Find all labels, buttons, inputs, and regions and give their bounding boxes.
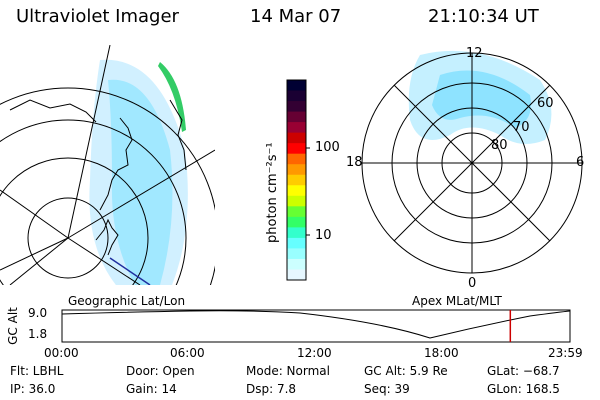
colorbar-frame: [286, 79, 307, 281]
geographic-label: Geographic Lat/Lon: [68, 294, 186, 308]
colorbar-segment: [287, 111, 306, 123]
mlt-label-right: 6: [576, 155, 585, 170]
gain-info: Gain: 14: [126, 382, 177, 396]
colorbar-tick-100: 100: [315, 140, 340, 155]
altitude-curve: [61, 310, 571, 339]
colorbar-tick-10: 10: [315, 228, 332, 243]
colorbar-segment: [287, 143, 306, 155]
geo-aurora-band: [108, 79, 173, 285]
door-info: Door: Open: [126, 364, 195, 378]
observation-date: 14 Mar 07: [250, 6, 342, 27]
geo-coastline: [9, 99, 187, 256]
gc-alt-info: GC Alt: 5.9 Re: [364, 364, 448, 378]
time-tick-0: 00:00: [44, 346, 79, 360]
time-tick-4: 23:59: [548, 346, 583, 360]
glat-info: GLat: −68.7: [487, 364, 560, 378]
apex-label: Apex MLat/MLT: [412, 294, 502, 308]
colorbar-segment: [287, 90, 306, 102]
colorbar-units: photon cm⁻²s⁻¹: [265, 142, 280, 243]
mlt-label-top: 12: [466, 46, 483, 61]
mlat-label-80: 80: [491, 138, 508, 153]
mode-info: Mode: Normal: [246, 364, 330, 378]
altitude-tick-high: 9.0: [28, 306, 48, 320]
instrument-title: Ultraviolet Imager: [16, 6, 179, 27]
time-tick-1: 06:00: [170, 346, 205, 360]
time-tick-3: 18:00: [424, 346, 459, 360]
colorbar-segment: [287, 216, 306, 228]
altitude-timeline-panel: [61, 309, 571, 343]
colorbar-segment: [287, 174, 306, 186]
colorbar: [286, 79, 307, 281]
colorbar-segment: [287, 80, 306, 92]
colorbar-segment: [287, 195, 306, 207]
colorbar-segment: [287, 206, 306, 218]
colorbar-segment: [287, 248, 306, 260]
time-tick-2: 12:00: [297, 346, 332, 360]
colorbar-segment: [287, 132, 306, 144]
dsp-info: Dsp: 7.8: [246, 382, 297, 396]
colorbar-segment: [287, 269, 306, 281]
colorbar-segment: [287, 101, 306, 113]
colorbar-segment: [287, 122, 306, 134]
altitude-tick-low: 1.8: [28, 327, 48, 341]
colorbar-segment: [287, 227, 306, 239]
observation-time: 21:10:34 UT: [428, 6, 539, 27]
seq-info: Seq: 39: [364, 382, 410, 396]
filter-info: Flt: LBHL: [10, 364, 64, 378]
ip-info: IP: 36.0: [10, 382, 56, 396]
mlt-label-left: 18: [346, 155, 363, 170]
polar-mlat-mlt-plot: [361, 50, 583, 274]
colorbar-segment: [287, 185, 306, 197]
mlat-label-70: 70: [513, 120, 530, 135]
colorbar-segment: [287, 237, 306, 249]
mlat-label-60: 60: [537, 96, 554, 111]
geographic-map-panel: [0, 45, 215, 285]
colorbar-segment: [287, 258, 306, 270]
colorbar-segment: [287, 164, 306, 176]
glon-info: GLon: 168.5: [487, 382, 560, 396]
mlt-label-bottom: 0: [468, 276, 477, 291]
altitude-ylabel: GC Alt: [5, 307, 20, 345]
colorbar-segment: [287, 153, 306, 165]
